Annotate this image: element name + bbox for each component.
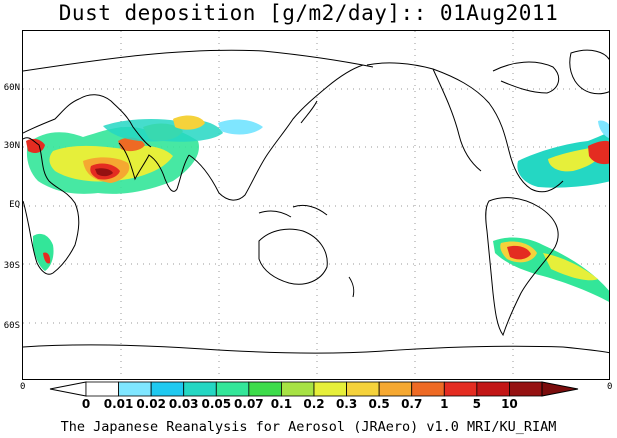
colorbar-swatch bbox=[281, 381, 315, 397]
colorbar-tick-label: 0.01 bbox=[104, 397, 134, 411]
gridlines bbox=[23, 31, 609, 379]
colorbar-swatch bbox=[85, 381, 119, 397]
colorbar-tick-label: 0.2 bbox=[303, 397, 324, 411]
colorbar-swatch bbox=[183, 381, 217, 397]
map-frame bbox=[22, 30, 610, 380]
footer-credit: The Japanese Reanalysis for Aerosol (JRA… bbox=[60, 419, 557, 435]
colorbar-tick-label: 0.02 bbox=[136, 397, 166, 411]
lat-label-60n: 60N bbox=[3, 83, 20, 93]
colorbar-tick-label: 0.03 bbox=[169, 397, 199, 411]
colorbar-swatch bbox=[313, 381, 347, 397]
colorbar-tick-label: 0.05 bbox=[201, 397, 231, 411]
colorbar-swatch bbox=[378, 381, 413, 397]
colorbar-swatch bbox=[215, 381, 250, 397]
colorbar-swatch bbox=[509, 381, 543, 397]
colorbar-tick-label: 10 bbox=[501, 397, 518, 411]
colorbar-swatch bbox=[248, 381, 282, 397]
lat-label-eq: EQ bbox=[9, 200, 20, 210]
colorbar-tick-label: 0.1 bbox=[271, 397, 292, 411]
dust-field-south-america bbox=[493, 237, 609, 302]
colorbar-swatch bbox=[150, 381, 185, 397]
lon-tick-right: 0 bbox=[607, 382, 613, 392]
lat-label-60s: 60S bbox=[3, 321, 20, 331]
colorbar-arrow-low bbox=[49, 381, 87, 397]
colorbar-swatch bbox=[411, 381, 445, 397]
colorbar-swatch bbox=[118, 381, 152, 397]
world-map bbox=[23, 31, 609, 379]
colorbar-tick-label: 0.5 bbox=[369, 397, 390, 411]
lat-label-30n: 30N bbox=[3, 141, 20, 151]
dust-field-atlantic bbox=[517, 120, 609, 188]
dust-field-south-africa bbox=[33, 233, 54, 271]
colorbar-swatch bbox=[476, 381, 510, 397]
coastlines bbox=[23, 49, 609, 354]
colorbar-arrow-high bbox=[541, 381, 579, 397]
colorbar-tick-label: 0 bbox=[82, 397, 90, 411]
dust-field-central-asia bbox=[103, 115, 263, 142]
colorbar-tick-label: 0.07 bbox=[234, 397, 264, 411]
colorbar-swatch bbox=[346, 381, 380, 397]
lon-tick-left: 0 bbox=[20, 382, 26, 392]
lat-label-30s: 30S bbox=[3, 261, 20, 271]
colorbar-tick-label: 0.3 bbox=[336, 397, 357, 411]
chart-title: Dust deposition [g/m2/day]:: 01Aug2011 bbox=[58, 1, 559, 25]
colorbar-tick-label: 5 bbox=[473, 397, 481, 411]
colorbar-tick-label: 0.7 bbox=[401, 397, 422, 411]
colorbar-tick-label: 1 bbox=[440, 397, 448, 411]
colorbar-swatch bbox=[443, 381, 478, 397]
